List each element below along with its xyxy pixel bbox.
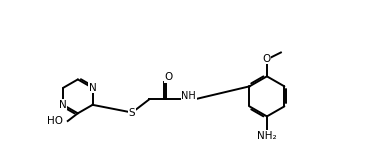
Text: NH: NH xyxy=(181,91,196,101)
Text: HO: HO xyxy=(47,116,63,126)
Text: O: O xyxy=(164,72,173,82)
Text: N: N xyxy=(89,83,96,93)
Text: NH₂: NH₂ xyxy=(257,131,277,141)
Text: O: O xyxy=(262,54,270,64)
Text: N: N xyxy=(59,100,67,110)
Text: S: S xyxy=(129,108,135,117)
